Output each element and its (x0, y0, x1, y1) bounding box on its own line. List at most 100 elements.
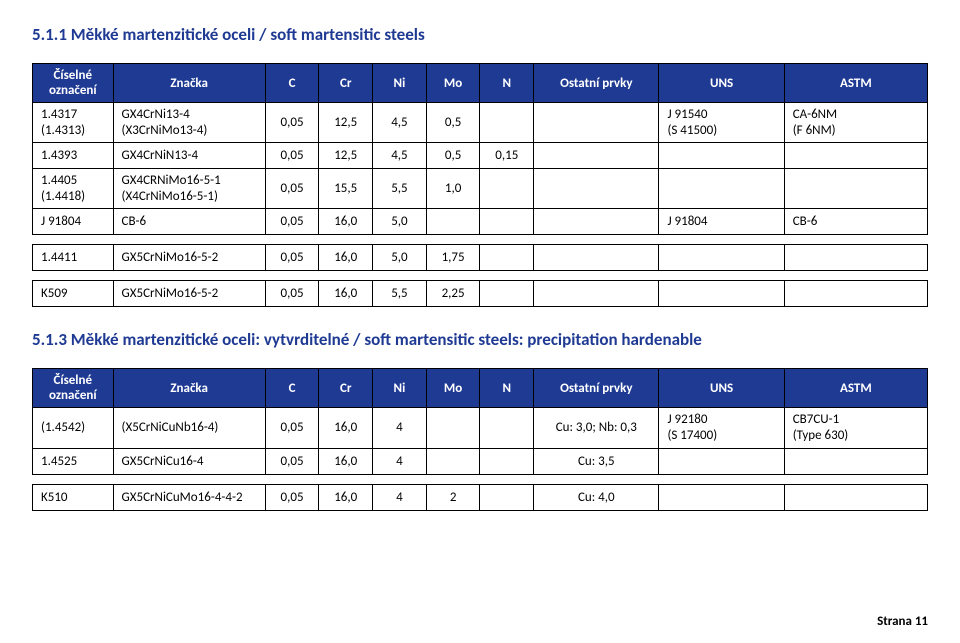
table-cell (480, 281, 534, 307)
col-uns: UNS (659, 369, 784, 408)
col-designation: Číselné označení (33, 369, 114, 408)
table-cell: 1.4525 (33, 448, 114, 474)
table-header-row: Číselné označení Značka C Cr Ni Mo N Ost… (33, 369, 928, 408)
table-cell (480, 209, 534, 235)
table-cell: J 91804 (33, 209, 114, 235)
table-cell (784, 281, 927, 307)
col-c: C (265, 64, 319, 103)
table-1: Číselné označení Značka C Cr Ni Mo N Ost… (32, 63, 928, 307)
table-cell (784, 143, 927, 169)
section-title-1: 5.1.1 Měkké martenzitické oceli / soft m… (32, 24, 928, 45)
table-cell: 1,75 (426, 245, 480, 271)
table-row: J 91804CB-60,0516,05,0J 91804CB-6 (33, 209, 928, 235)
table-cell: 0,05 (265, 281, 319, 307)
table-cell: GX5CrNiCuMo16-4-4-2 (113, 484, 265, 510)
table-cell: 1.4405(1.4418) (33, 169, 114, 209)
col-astm: ASTM (784, 369, 927, 408)
table-cell (534, 281, 659, 307)
table-cell: 0,05 (265, 143, 319, 169)
table-cell: CB-6 (784, 209, 927, 235)
table-cell (534, 143, 659, 169)
table-cell: GX5CrNiMo16-5-2 (113, 245, 265, 271)
table-row: 1.4525GX5CrNiCu16-40,0516,04Cu: 3,5 (33, 448, 928, 474)
table-cell (784, 169, 927, 209)
table-cell (659, 281, 784, 307)
table-cell: 0,5 (426, 103, 480, 143)
table-row: (1.4542)(X5CrNiCuNb16-4)0,0516,04Cu: 3,0… (33, 408, 928, 448)
table-cell (480, 169, 534, 209)
table-cell: 0,05 (265, 245, 319, 271)
table-cell (784, 484, 927, 510)
col-cr: Cr (319, 64, 373, 103)
table-cell (426, 209, 480, 235)
table-cell (659, 245, 784, 271)
table-cell: 2,25 (426, 281, 480, 307)
table-cell: 1.4393 (33, 143, 114, 169)
table-cell: 0,15 (480, 143, 534, 169)
table-cell: J 91804 (659, 209, 784, 235)
table-2-body: (1.4542)(X5CrNiCuNb16-4)0,0516,04Cu: 3,0… (33, 408, 928, 510)
table-cell (534, 245, 659, 271)
table-cell (480, 408, 534, 448)
table-cell: K509 (33, 281, 114, 307)
table-cell: GX4CrNiN13-4 (113, 143, 265, 169)
col-designation: Číselné označení (33, 64, 114, 103)
table-cell: 0,05 (265, 103, 319, 143)
table-cell: 4,5 (373, 143, 427, 169)
table-cell: GX4CrNi13-4(X3CrNiMo13-4) (113, 103, 265, 143)
col-mark: Značka (113, 64, 265, 103)
table-cell: 0,5 (426, 143, 480, 169)
col-cr: Cr (319, 369, 373, 408)
col-other: Ostatní prvky (534, 64, 659, 103)
table-cell: 16,0 (319, 245, 373, 271)
table-cell: GX5CrNiCu16-4 (113, 448, 265, 474)
col-other: Ostatní prvky (534, 369, 659, 408)
table-cell: J 91540(S 41500) (659, 103, 784, 143)
page-footer: Strana 11 (877, 614, 928, 629)
table-cell: (X5CrNiCuNb16-4) (113, 408, 265, 448)
table-cell: 4,5 (373, 103, 427, 143)
col-mark: Značka (113, 369, 265, 408)
table-row: 1.4317(1.4313)GX4CrNi13-4(X3CrNiMo13-4)0… (33, 103, 928, 143)
table-cell: 5,0 (373, 245, 427, 271)
table-1-body: 1.4317(1.4313)GX4CrNi13-4(X3CrNiMo13-4)0… (33, 103, 928, 307)
table-cell: 4 (373, 448, 427, 474)
table-cell: 0,05 (265, 408, 319, 448)
table-cell (659, 484, 784, 510)
table-cell: GX5CrNiMo16-5-2 (113, 281, 265, 307)
table-cell: 2 (426, 484, 480, 510)
table-cell: 1.4317(1.4313) (33, 103, 114, 143)
table-cell (534, 169, 659, 209)
table-cell (784, 448, 927, 474)
table-cell: 4 (373, 408, 427, 448)
col-mo: Mo (426, 369, 480, 408)
table-cell: 0,05 (265, 448, 319, 474)
col-ni: Ni (373, 64, 427, 103)
table-cell: 4 (373, 484, 427, 510)
table-cell: (1.4542) (33, 408, 114, 448)
table-cell: 12,5 (319, 103, 373, 143)
section-title-2: 5.1.3 Měkké martenzitické oceli: vytvrdi… (32, 329, 928, 350)
table-cell (426, 408, 480, 448)
table-cell: CB-6 (113, 209, 265, 235)
table-cell: Cu: 4,0 (534, 484, 659, 510)
col-n: N (480, 369, 534, 408)
table-cell (480, 245, 534, 271)
col-c: C (265, 369, 319, 408)
table-cell: 5,5 (373, 169, 427, 209)
table-cell: 16,0 (319, 448, 373, 474)
table-cell: 0,05 (265, 169, 319, 209)
table-cell (480, 448, 534, 474)
table-cell (659, 169, 784, 209)
table-cell: 0,05 (265, 484, 319, 510)
table-cell: Cu: 3,0; Nb: 0,3 (534, 408, 659, 448)
table-cell: 15,5 (319, 169, 373, 209)
table-row: K509GX5CrNiMo16-5-20,0516,05,52,25 (33, 281, 928, 307)
table-cell (659, 448, 784, 474)
table-cell: 0,05 (265, 209, 319, 235)
table-cell: 16,0 (319, 484, 373, 510)
table-row: 1.4411GX5CrNiMo16-5-20,0516,05,01,75 (33, 245, 928, 271)
table-cell (426, 448, 480, 474)
table-cell (534, 103, 659, 143)
table-cell: J 92180(S 17400) (659, 408, 784, 448)
